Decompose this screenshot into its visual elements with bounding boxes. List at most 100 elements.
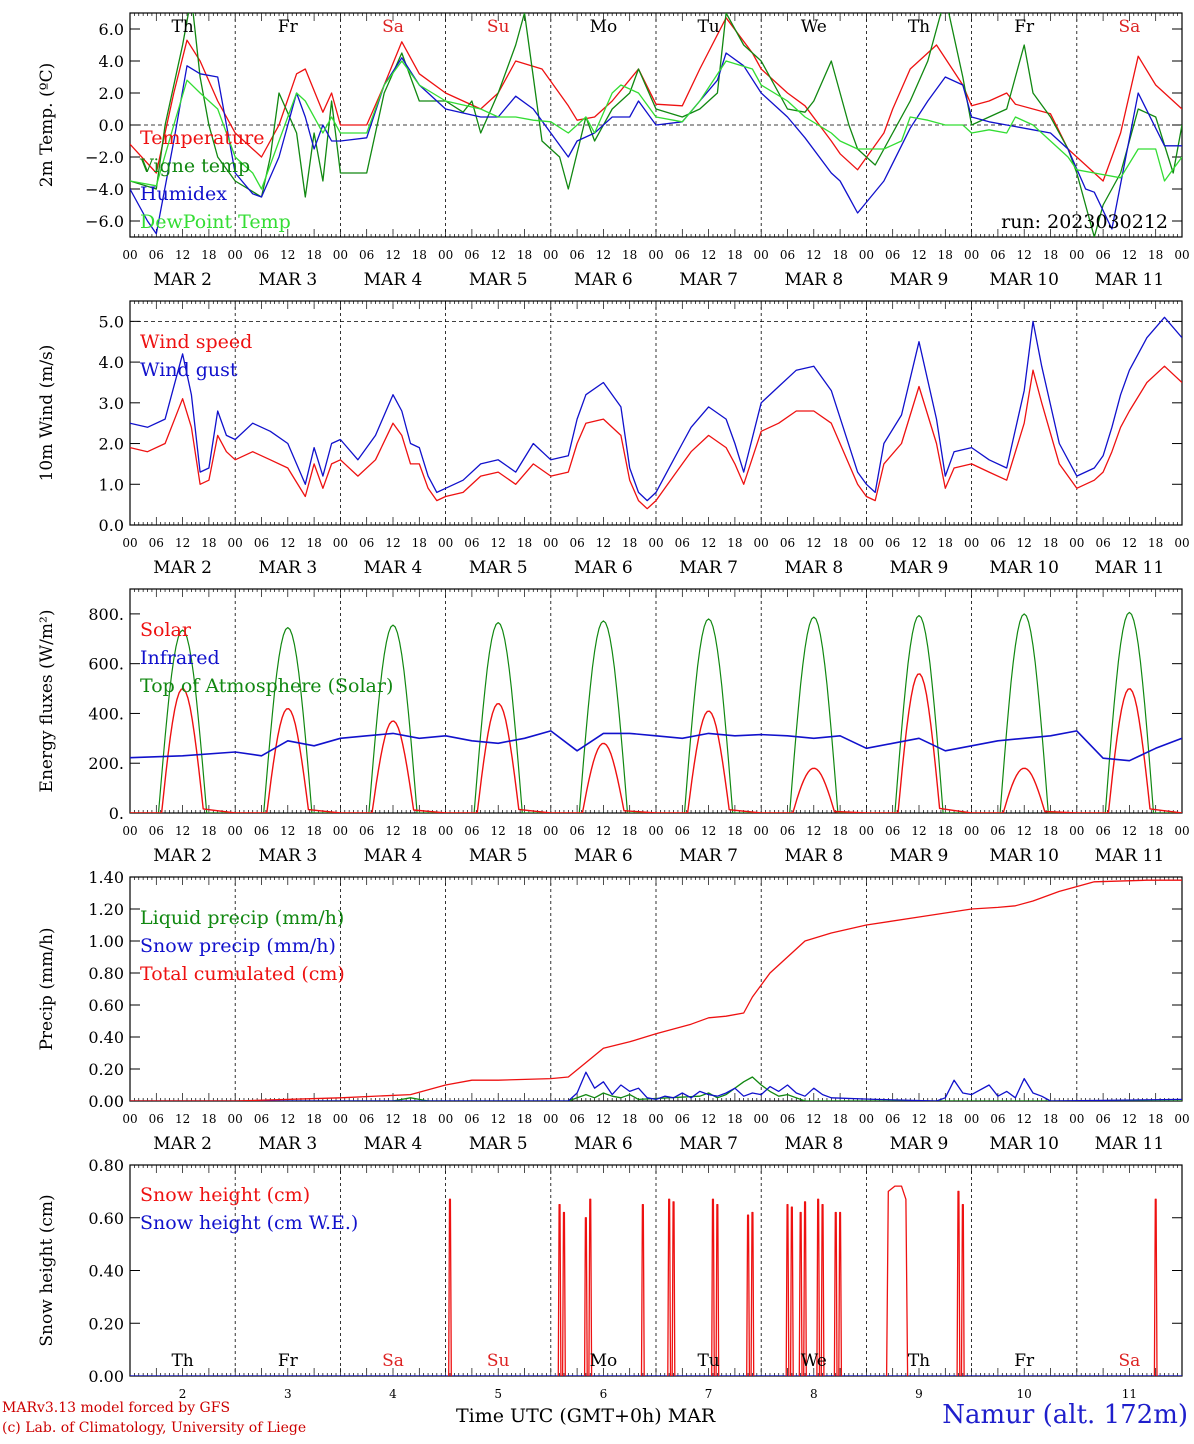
series-line	[130, 611, 1182, 813]
y-tick-label: 0.40	[88, 1262, 124, 1281]
hour-tick-label: 12	[491, 248, 506, 262]
series-line	[130, 1076, 1182, 1101]
hour-tick-label: 12	[280, 1112, 295, 1126]
date-label: MAR 10	[989, 1134, 1059, 1154]
snow-spike	[833, 1211, 838, 1376]
snow-spike	[588, 1198, 593, 1376]
hour-tick-label: 12	[1122, 248, 1137, 262]
hour-tick-label: 18	[412, 824, 427, 838]
date-label: MAR 3	[258, 1134, 317, 1154]
snow-spike	[746, 1214, 751, 1376]
legend-entry: Wind gust	[140, 359, 238, 381]
y-tick-label: 0.20	[88, 1314, 124, 1333]
run-label: run: 2023030212	[1001, 211, 1168, 233]
hour-tick-label: 12	[806, 536, 821, 550]
series-line	[130, 365, 1182, 510]
hour-tick-label: 00	[648, 536, 663, 550]
hour-tick-label: 00	[333, 824, 348, 838]
snow-spike	[750, 1211, 755, 1376]
hour-tick-label: 06	[1095, 1112, 1110, 1126]
snow-spike	[785, 1203, 790, 1376]
hour-tick-label: 00	[228, 824, 243, 838]
snow-spike	[816, 1198, 821, 1376]
hour-tick-label: 06	[1095, 824, 1110, 838]
hour-tick-label: 06	[149, 1112, 164, 1126]
hour-tick-label: 18	[1043, 536, 1058, 550]
date-label: MAR 2	[153, 846, 212, 866]
y-axis-label: Precip (mm/h)	[37, 927, 57, 1050]
y-tick-label: 0.0	[99, 516, 124, 535]
hour-tick-label: 06	[359, 536, 374, 550]
date-label: MAR 6	[574, 270, 633, 290]
hour-tick-label: 06	[569, 1112, 584, 1126]
hour-tick-label: 12	[385, 536, 400, 550]
hour-tick-label: 18	[622, 824, 637, 838]
hour-tick-label: 06	[885, 824, 900, 838]
date-label: MAR 8	[784, 558, 843, 578]
hour-tick-label: 18	[517, 824, 532, 838]
series-line	[130, 730, 1182, 762]
hour-tick-label: 00	[964, 536, 979, 550]
legend-entry: Solar	[140, 619, 192, 641]
hour-tick-label: 12	[701, 536, 716, 550]
y-tick-label: 0.60	[88, 996, 124, 1015]
hour-tick-label: 18	[938, 824, 953, 838]
hour-tick-label: 06	[675, 536, 690, 550]
hour-tick-label: 06	[464, 1112, 479, 1126]
series-line	[130, 17, 1182, 182]
hour-tick-label: 06	[569, 248, 584, 262]
clipped-series	[130, 316, 1182, 510]
hour-tick-label: 06	[675, 1112, 690, 1126]
hour-tick-label: 12	[175, 248, 190, 262]
y-tick-label: 0.60	[88, 1209, 124, 1228]
hour-tick-label: 00	[122, 824, 137, 838]
clipped-series	[130, 879, 1182, 1101]
day-name-label: Fr	[1014, 17, 1035, 37]
hour-tick-label: 00	[1174, 824, 1189, 838]
hour-tick-label: 00	[964, 824, 979, 838]
y-tick-label: 1.0	[99, 475, 124, 494]
snow-spike	[820, 1203, 825, 1376]
snow-plateau	[885, 1185, 909, 1376]
y-tick-label: 1.20	[88, 900, 124, 919]
hour-tick-label: 12	[280, 536, 295, 550]
hour-tick-label: 06	[675, 248, 690, 262]
series-line	[130, 879, 1182, 1101]
hour-tick-label: 00	[543, 536, 558, 550]
day-name-label: Mo	[590, 17, 618, 37]
hour-tick-label: 00	[543, 1112, 558, 1126]
day-name-label: Sa	[382, 17, 404, 37]
y-tick-label: 3.0	[99, 394, 124, 413]
hour-tick-label: 06	[990, 824, 1005, 838]
hour-tick-label: 06	[464, 536, 479, 550]
hour-tick-label: 00	[543, 248, 558, 262]
snow-spike	[1153, 1198, 1158, 1376]
hour-tick-label: 12	[1122, 536, 1137, 550]
hour-tick-label: 12	[806, 248, 821, 262]
hour-tick-label: 00	[438, 536, 453, 550]
day-name-label: Fr	[278, 1351, 299, 1371]
hour-tick-label: 00	[122, 536, 137, 550]
snow-spike	[557, 1203, 562, 1376]
hour-tick-label: 00	[859, 248, 874, 262]
hour-tick-label: 12	[911, 1112, 926, 1126]
hour-tick-label: 12	[806, 1112, 821, 1126]
hour-tick-label: 12	[806, 824, 821, 838]
hour-tick-label: 12	[911, 824, 926, 838]
hour-tick-label: 06	[254, 1112, 269, 1126]
y-tick-label: −2.0	[85, 148, 124, 167]
hour-tick-label: 18	[201, 536, 216, 550]
hour-tick-label: 18	[832, 1112, 847, 1126]
day-number-label: 8	[810, 1387, 818, 1401]
hour-tick-label: 06	[149, 248, 164, 262]
snow-spike	[667, 1198, 672, 1376]
hour-tick-label: 12	[1017, 536, 1032, 550]
hour-tick-label: 18	[306, 824, 321, 838]
hour-tick-label: 00	[1069, 248, 1084, 262]
hour-tick-label: 00	[754, 248, 769, 262]
hour-tick-label: 00	[964, 248, 979, 262]
day-name-label: Th	[908, 17, 930, 37]
y-tick-label: 0.00	[88, 1092, 124, 1111]
hour-tick-label: 12	[701, 1112, 716, 1126]
hour-tick-label: 12	[1017, 1112, 1032, 1126]
